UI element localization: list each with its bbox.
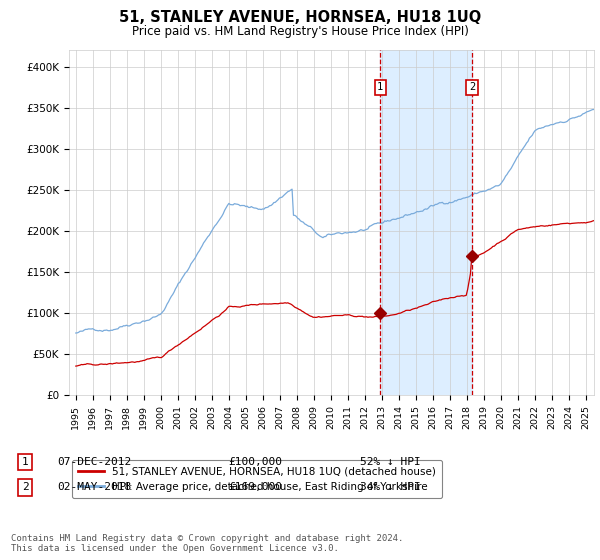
Text: Contains HM Land Registry data © Crown copyright and database right 2024.
This d: Contains HM Land Registry data © Crown c… — [11, 534, 403, 553]
Text: 2: 2 — [469, 82, 475, 92]
Text: 1: 1 — [22, 457, 29, 467]
Text: 52% ↓ HPI: 52% ↓ HPI — [360, 457, 421, 467]
Text: 07-DEC-2012: 07-DEC-2012 — [57, 457, 131, 467]
Text: 34% ↓ HPI: 34% ↓ HPI — [360, 482, 421, 492]
Text: 2: 2 — [22, 482, 29, 492]
Bar — [380, 50, 472, 395]
Text: Price paid vs. HM Land Registry's House Price Index (HPI): Price paid vs. HM Land Registry's House … — [131, 25, 469, 38]
Text: £169,000: £169,000 — [228, 482, 282, 492]
Text: 1: 1 — [377, 82, 383, 92]
Text: £100,000: £100,000 — [228, 457, 282, 467]
Text: 02-MAY-2018: 02-MAY-2018 — [57, 482, 131, 492]
Text: 51, STANLEY AVENUE, HORNSEA, HU18 1UQ: 51, STANLEY AVENUE, HORNSEA, HU18 1UQ — [119, 10, 481, 25]
Legend: 51, STANLEY AVENUE, HORNSEA, HU18 1UQ (detached house), HPI: Average price, deta: 51, STANLEY AVENUE, HORNSEA, HU18 1UQ (d… — [71, 460, 442, 498]
